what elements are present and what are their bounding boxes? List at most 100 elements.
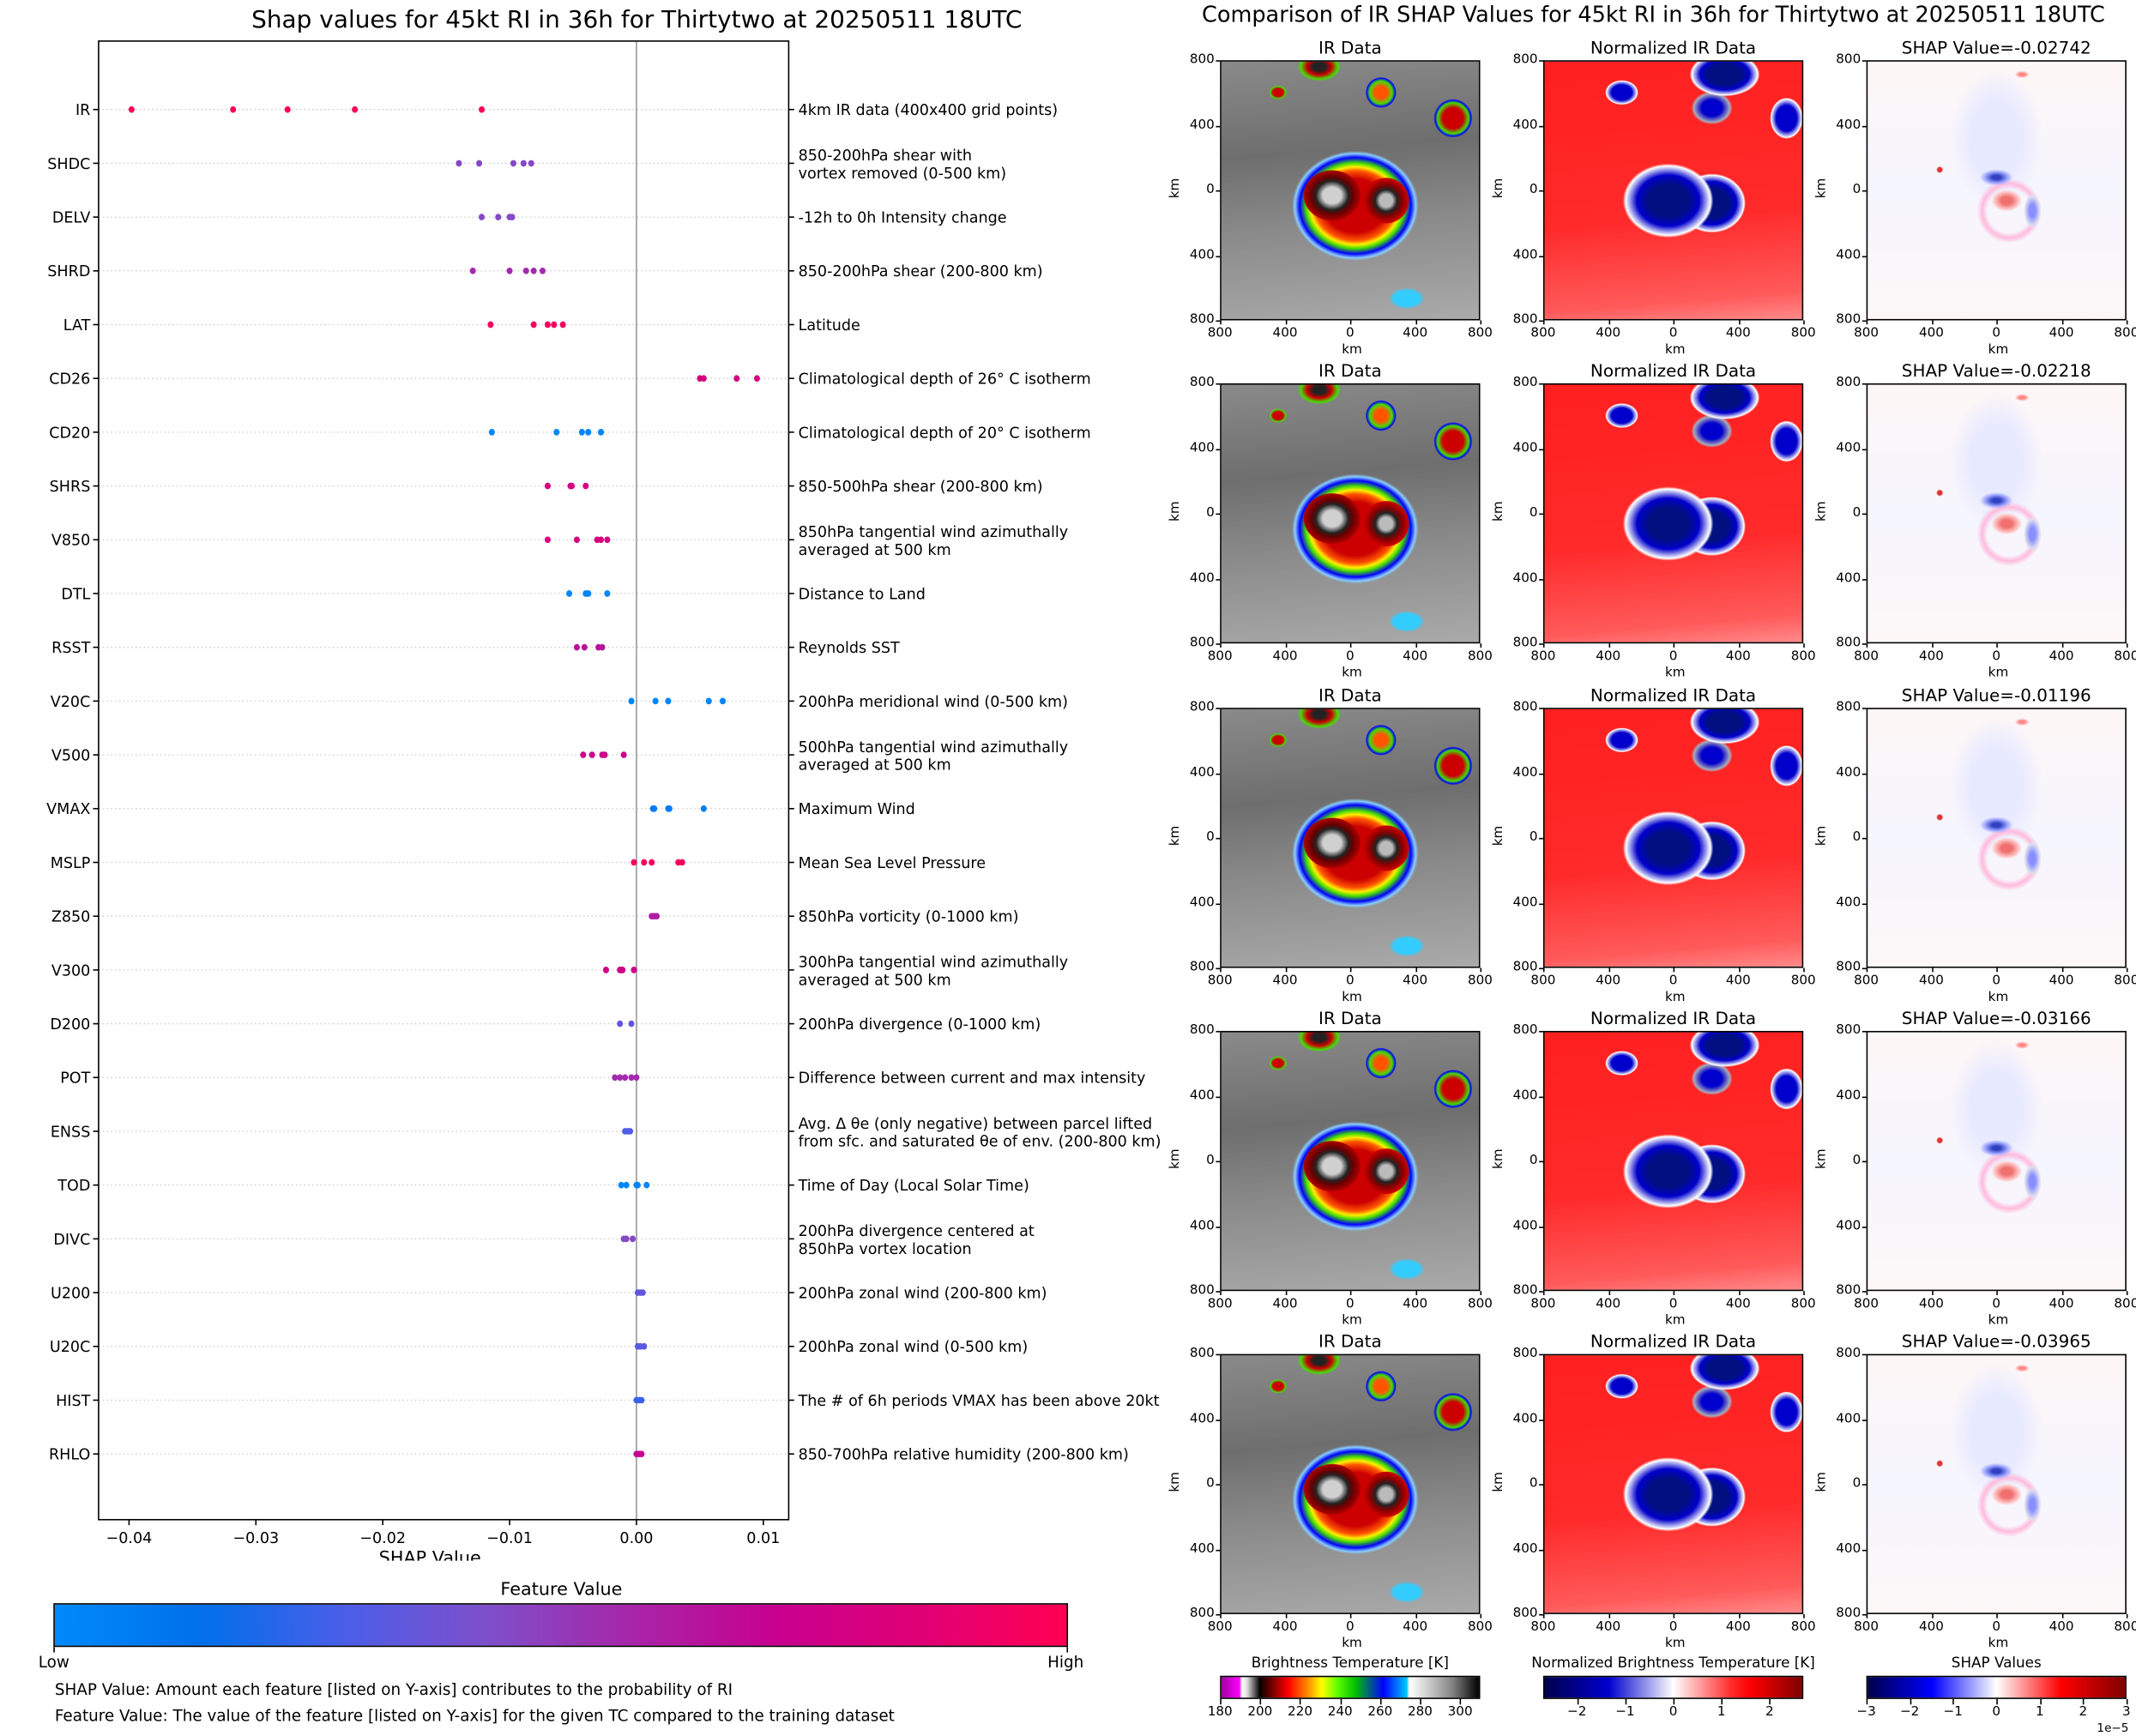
y-axis-label: km — [1168, 178, 1183, 199]
colorbar-title: SHAP Values — [1951, 1655, 2042, 1672]
feature-description: -12h to 0h Intensity change — [799, 209, 1007, 226]
y-axis-label: km — [1491, 178, 1506, 199]
x-tick — [2126, 643, 2128, 648]
colorbar-tick-label: 0 — [1992, 1704, 2001, 1720]
x-tick-label: 800 — [2114, 648, 2136, 665]
shap-values-colorbar — [1866, 1675, 2127, 1699]
y-tick-label: RSST — [51, 640, 90, 657]
shap-dot-ir — [128, 105, 135, 113]
y-tick-label: 400 — [1189, 895, 1215, 910]
y-tick-label: U20C — [50, 1339, 90, 1356]
feature-description: averaged at 500 km — [799, 542, 951, 559]
shap-dot-cd20 — [488, 429, 495, 436]
y-tick — [1861, 1419, 1867, 1421]
y-tick — [1861, 1226, 1867, 1227]
y-tick — [1861, 1160, 1867, 1163]
feature-description: 850-200hPa shear with — [799, 148, 972, 165]
x-tick-label: 400 — [1272, 973, 1298, 989]
colorbar-tick — [1340, 1698, 1342, 1705]
x-tick — [1738, 1613, 1740, 1618]
y-tick — [1216, 708, 1221, 709]
x-tick — [1738, 1291, 1740, 1296]
x-tick-label: 800 — [1854, 1296, 1880, 1312]
x-tick-label: 0 — [1346, 1296, 1355, 1312]
y-tick — [1539, 1226, 1543, 1227]
y-axis-label: km — [1168, 1472, 1183, 1492]
y-tick — [1861, 643, 1867, 645]
x-tick — [1285, 320, 1287, 325]
x-tick — [1803, 1613, 1805, 1618]
y-tick-label: ENSS — [51, 1124, 91, 1141]
y-tick-label: 400 — [1836, 1217, 1861, 1233]
shap-beeswarm-plot: IR SHDC DELV SHRD LAT CD26 CD20 SHRS V850 DTL RSST… — [46, 40, 1162, 1561]
x-axis-label: km — [1664, 1636, 1686, 1652]
x-tick-label: 400 — [1918, 973, 1944, 989]
y-tick-label: 800 — [1512, 1022, 1538, 1038]
y-tick — [1216, 1613, 1221, 1616]
x-tick-label: 0.00 — [619, 1530, 653, 1547]
panel-title: SHAP Value=-0.02742 — [1901, 37, 2091, 58]
x-tick-label: 800 — [2114, 1296, 2136, 1312]
y-tick — [1539, 902, 1543, 905]
x-axis-label: km — [1342, 665, 1362, 681]
y-tick-label: 400 — [1512, 1217, 1538, 1233]
x-tick — [1415, 967, 1417, 973]
feature-description: averaged at 500 km — [799, 972, 951, 989]
shap-dot-ir — [479, 105, 486, 113]
colorbar-tick-label: 2 — [2079, 1704, 2088, 1720]
shap-dot-lat — [530, 321, 537, 329]
shap-dot-cd20 — [598, 429, 605, 436]
shap-dot-v300 — [602, 967, 609, 973]
y-tick-label: 800 — [1189, 959, 1215, 975]
panel-title: Normalized IR Data — [1590, 684, 1757, 706]
shap-dot-v20c — [665, 697, 672, 705]
colorbar-tick — [1300, 1698, 1302, 1705]
x-tick-label: 800 — [1468, 1619, 1493, 1635]
y-tick-label: D200 — [50, 1016, 90, 1034]
y-tick — [1216, 513, 1221, 515]
y-tick — [1216, 60, 1221, 62]
y-tick — [1216, 383, 1221, 385]
x-tick — [1996, 320, 1998, 325]
x-tick-label: 800 — [1530, 648, 1556, 665]
y-tick-label: 800 — [1189, 635, 1215, 651]
y-tick-label: 0 — [1852, 1153, 1861, 1168]
y-tick-label: 400 — [1189, 247, 1215, 262]
x-tick-label: 400 — [1403, 325, 1428, 341]
colorbar-tick — [1769, 1698, 1771, 1705]
y-tick-label: 800 — [1512, 311, 1538, 328]
y-tick-label: 400 — [1512, 764, 1538, 781]
y-tick-label: 400 — [1512, 1540, 1538, 1557]
y-tick-label: MSLP — [51, 855, 91, 872]
x-tick — [1673, 1613, 1675, 1618]
feature-description: 200hPa zonal wind (0-500 km) — [799, 1339, 1029, 1356]
shap-dot-vmax — [666, 805, 673, 812]
feature-description: from sfc. and saturated θe of env. (200-… — [799, 1134, 1162, 1151]
x-tick — [1673, 320, 1675, 325]
colorbar-tick-label: 1 — [1717, 1704, 1726, 1720]
y-tick-label: 800 — [1512, 1606, 1538, 1621]
x-tick-label: 800 — [1854, 973, 1880, 989]
y-tick-label: 800 — [1836, 311, 1861, 328]
y-tick — [1861, 902, 1867, 905]
colorbar-tick — [1420, 1698, 1422, 1705]
x-tick-label: 0 — [1992, 1296, 2001, 1312]
normalized-bt-colorbar — [1542, 1675, 1804, 1699]
y-tick-label: 800 — [1512, 1282, 1538, 1299]
shap-dot-mslp — [641, 859, 648, 866]
y-tick-label: 400 — [1189, 764, 1215, 781]
y-tick — [1216, 1160, 1221, 1163]
colorbar-tick-label: 220 — [1288, 1704, 1312, 1720]
colorbar-tick — [1910, 1698, 1911, 1705]
shap-dot-shdc — [520, 160, 527, 167]
x-axis-label: km — [1342, 1636, 1362, 1652]
x-tick-label: 400 — [1403, 648, 1428, 665]
y-axis-label: km — [1168, 1148, 1183, 1169]
x-tick-label: 400 — [1918, 1619, 1944, 1635]
y-tick — [1861, 513, 1867, 515]
x-tick — [1608, 320, 1610, 325]
x-tick — [1803, 320, 1805, 325]
feature-description: 200hPa meridional wind (0-500 km) — [799, 694, 1068, 711]
shap-map-panel — [1866, 708, 2127, 968]
colorbar-tick-label: −2 — [1567, 1704, 1587, 1720]
